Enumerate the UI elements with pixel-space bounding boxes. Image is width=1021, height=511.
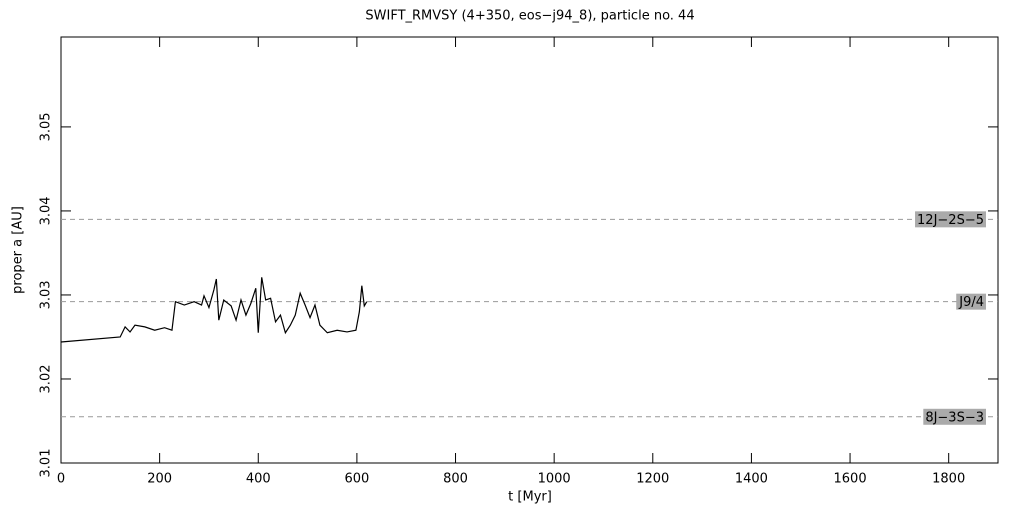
- x-tick-label: 200: [147, 472, 172, 487]
- y-tick-label: 3.04: [39, 196, 54, 225]
- x-tick-label: 600: [344, 472, 369, 487]
- x-tick-label: 1200: [636, 472, 669, 487]
- y-tick-label: 3.03: [39, 280, 54, 309]
- plot-frame: [60, 36, 999, 464]
- chart-title: SWIFT_RMVSY (4+350, eos−j94_8), particle…: [365, 9, 694, 24]
- y-tick-label: 3.02: [39, 364, 54, 393]
- resonance-label: 8J−3S−3: [925, 410, 984, 425]
- resonance-label: 12J−2S−5: [917, 213, 984, 228]
- x-tick-label: 1000: [538, 472, 571, 487]
- resonance-label-box: [923, 408, 986, 425]
- y-tick-label: 3.01: [39, 449, 54, 478]
- resonance-label-box: [915, 211, 986, 228]
- data-line: [60, 277, 368, 343]
- x-tick-label: 0: [57, 472, 65, 487]
- resonance-label: J9/4: [958, 295, 984, 310]
- x-tick-label: 1400: [735, 472, 768, 487]
- y-tick-label: 3.05: [39, 112, 54, 141]
- x-tick-label: 400: [246, 472, 271, 487]
- x-tick-label: 1800: [932, 472, 965, 487]
- x-axis-label: t [Myr]: [508, 490, 552, 505]
- x-tick-label: 1600: [834, 472, 867, 487]
- x-tick-label: 800: [443, 472, 468, 487]
- y-axis-label: proper a [AU]: [11, 206, 26, 294]
- resonance-label-box: [956, 293, 986, 310]
